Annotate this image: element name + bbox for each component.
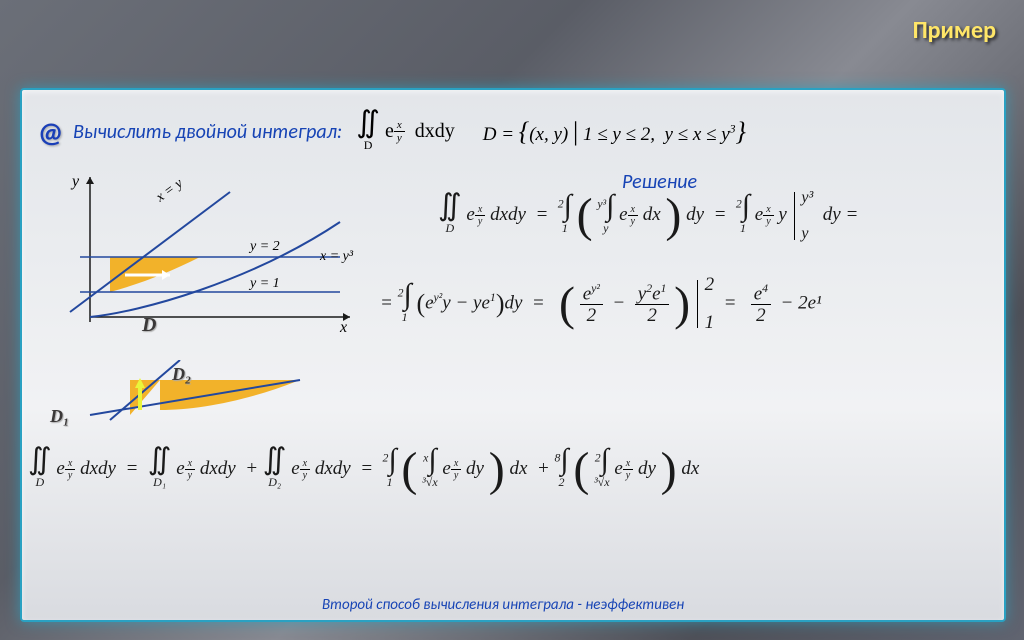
d2-label: D₂ — [172, 364, 191, 385]
svg-text:x: x — [339, 319, 347, 336]
slide-title: Пример — [913, 16, 996, 45]
content-panel: @ Вычислить двойной интеграл: ∬D exy dxd… — [20, 88, 1006, 622]
prompt-row: @ Вычислить двойной интеграл: ∬D exy dxd… — [38, 102, 988, 162]
svg-text:y: y — [70, 173, 80, 190]
svg-text:x = y³: x = y³ — [319, 249, 354, 264]
svg-text:y = 1: y = 1 — [248, 276, 280, 291]
prompt-text: Вычислить двойной интеграл: — [73, 120, 342, 144]
d1-d2-graph: D₁ D₂ — [50, 360, 310, 434]
d1-label: D₁ — [50, 406, 69, 427]
formula-line-3: ∬D exy dxdy = ∬D₁ exy dxdy + ∬D₂ exy dxd… — [28, 442, 699, 497]
svg-text:x = y: x = y — [153, 176, 187, 206]
at-icon: @ — [38, 115, 63, 150]
formula-line-1: ∬D exy dxdy = 2∫1 ( y³∫y exy dx ) dy = 2… — [438, 188, 858, 243]
svg-text:y = 2: y = 2 — [248, 239, 280, 254]
domain-definition: D = {(x, y) | 1 ≤ y ≤ 2, y ≤ x ≤ y3} — [483, 117, 746, 147]
footer-note: Второй способ вычисления интеграла - неэ… — [322, 596, 684, 614]
integral-prompt: ∬D exy dxdy — [356, 112, 454, 153]
formula-line-2: = 2∫1 (ey²y − ye1)dy = ( ey²2 − y2e12 ) … — [380, 274, 822, 334]
integration-region-graph: y x x = y y = 2 y = 1 x = y³ D — [50, 162, 370, 337]
d-label: D — [142, 314, 156, 337]
